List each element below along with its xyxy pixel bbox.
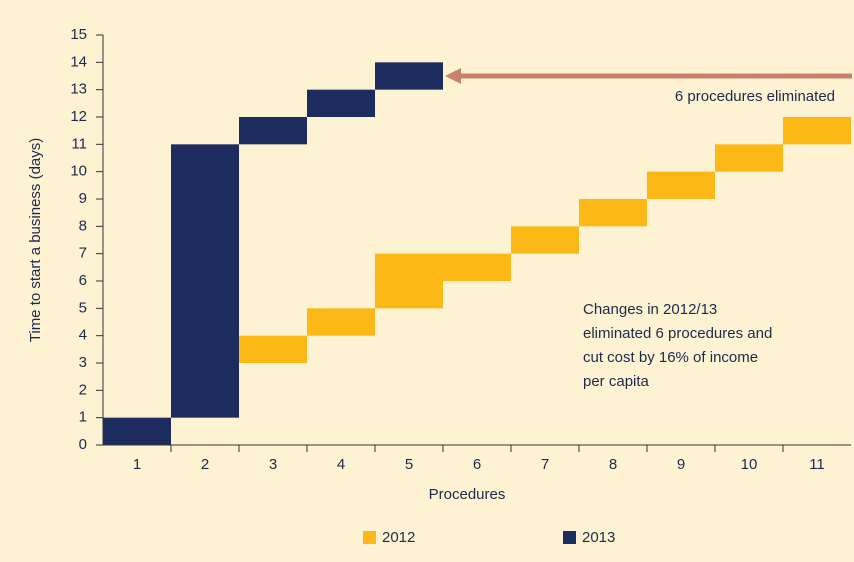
y-tick-label: 15 bbox=[70, 26, 87, 43]
y-tick-label: 1 bbox=[79, 409, 87, 426]
bar bbox=[307, 89, 375, 117]
bar bbox=[239, 335, 307, 363]
y-tick-label: 10 bbox=[70, 163, 87, 180]
y-tick-label: 6 bbox=[79, 272, 87, 289]
y-tick-label: 7 bbox=[79, 245, 87, 262]
x-tick-label: 2 bbox=[201, 456, 209, 473]
x-tick-label: 7 bbox=[541, 456, 549, 473]
legend-label: 2013 bbox=[582, 529, 615, 546]
x-tick-label: 1 bbox=[133, 456, 141, 473]
y-tick-label: 9 bbox=[79, 190, 87, 207]
bar bbox=[715, 144, 783, 172]
x-tick-label: 10 bbox=[741, 456, 758, 473]
y-axis-label: Time to start a business (days) bbox=[27, 138, 44, 343]
x-tick-label: 5 bbox=[405, 456, 413, 473]
bar bbox=[171, 144, 239, 418]
y-tick-label: 13 bbox=[70, 81, 87, 98]
note-line: cut cost by 16% of income bbox=[583, 349, 758, 366]
y-tick-label: 4 bbox=[79, 327, 87, 344]
bar bbox=[239, 117, 307, 145]
bar bbox=[647, 171, 715, 199]
x-tick-label: 4 bbox=[337, 456, 345, 473]
note-line: Changes in 2012/13 bbox=[583, 301, 717, 318]
x-tick-label: 11 bbox=[809, 456, 825, 473]
arrow-head bbox=[445, 68, 461, 84]
x-tick-label: 9 bbox=[677, 456, 685, 473]
x-tick-label: 8 bbox=[609, 456, 617, 473]
legend-swatch bbox=[563, 531, 576, 544]
annotation: 6 procedures eliminated bbox=[675, 88, 835, 105]
y-tick-label: 5 bbox=[79, 299, 87, 316]
bar bbox=[103, 417, 171, 445]
bar bbox=[375, 253, 443, 309]
x-axis-label: Procedures bbox=[429, 486, 506, 503]
x-tick-label: 6 bbox=[473, 456, 481, 473]
legend-label: 2012 bbox=[382, 529, 415, 546]
y-tick-label: 14 bbox=[70, 53, 87, 70]
legend-swatch bbox=[363, 531, 376, 544]
bar bbox=[511, 226, 579, 254]
bar bbox=[307, 308, 375, 336]
bar bbox=[783, 117, 851, 145]
y-tick-label: 0 bbox=[79, 436, 87, 453]
bar bbox=[579, 199, 647, 227]
y-tick-label: 11 bbox=[71, 135, 87, 152]
y-tick-label: 2 bbox=[79, 381, 87, 398]
note-line: per capita bbox=[583, 373, 650, 390]
bar bbox=[443, 253, 511, 281]
bar bbox=[375, 62, 443, 90]
note-line: eliminated 6 procedures and bbox=[583, 325, 772, 342]
y-tick-label: 12 bbox=[70, 108, 87, 125]
y-tick-label: 8 bbox=[79, 217, 87, 234]
x-tick-label: 3 bbox=[269, 456, 277, 473]
y-tick-label: 3 bbox=[79, 354, 87, 371]
